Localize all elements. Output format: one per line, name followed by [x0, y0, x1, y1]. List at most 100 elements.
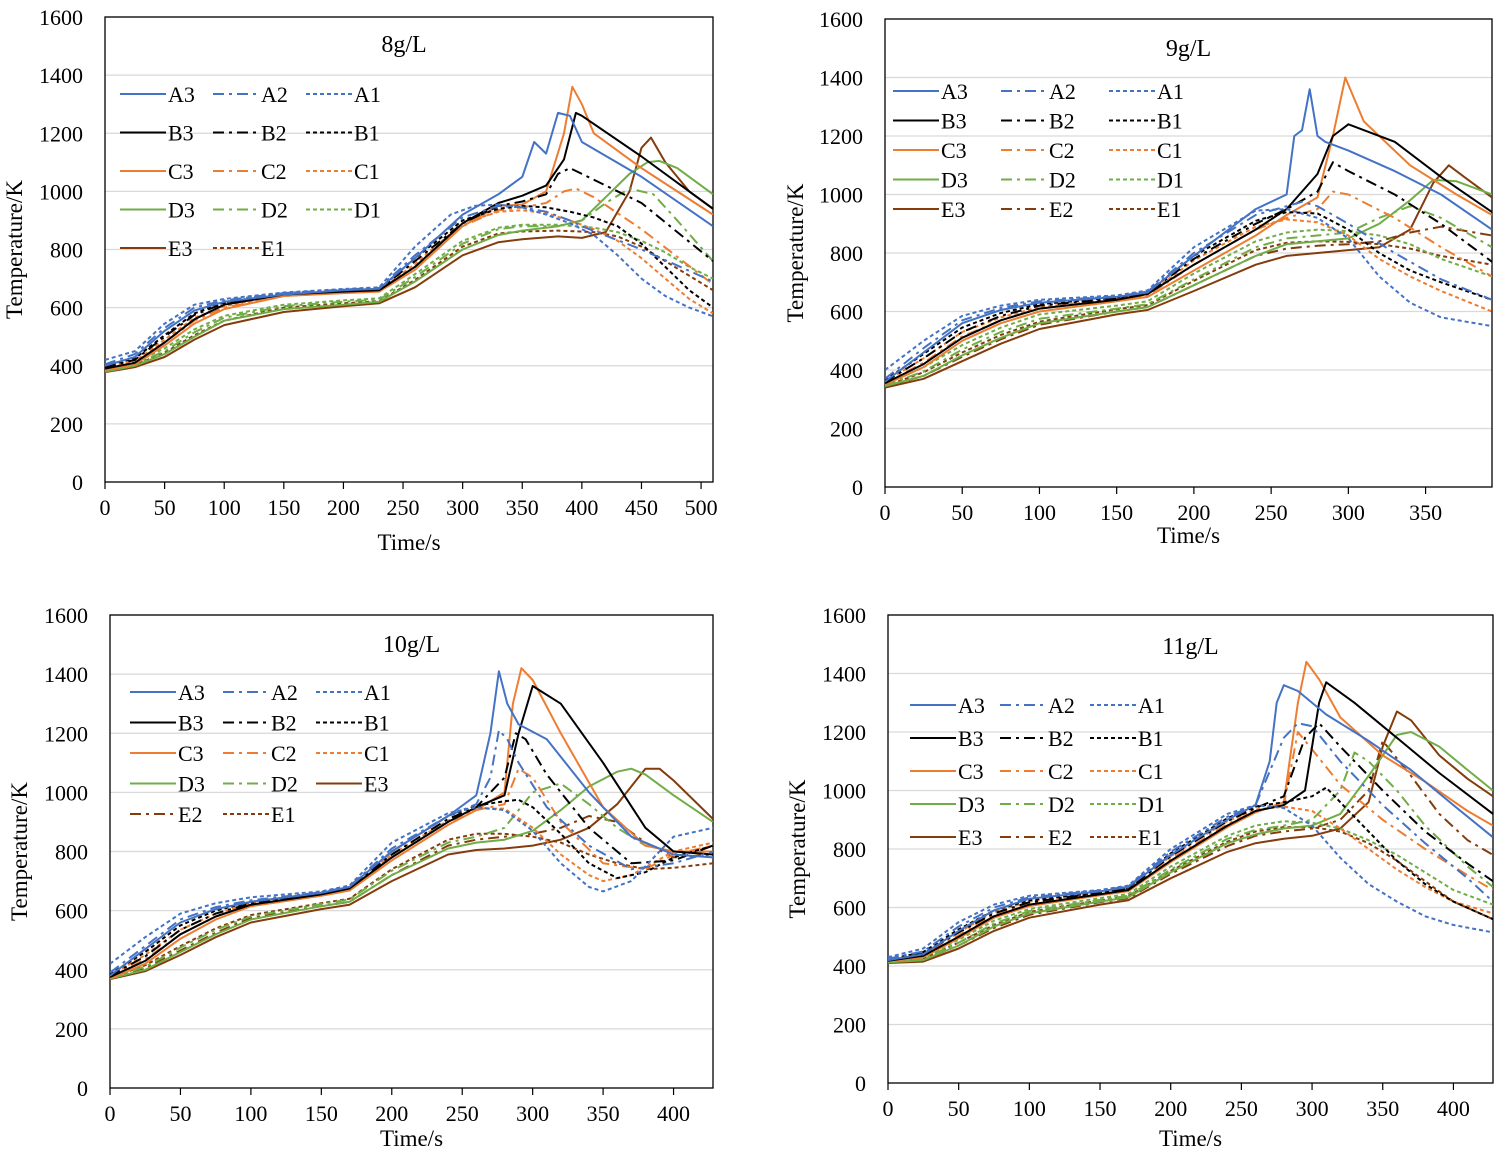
plot-frame [884, 18, 1493, 488]
y-tick-label: 800 [50, 238, 83, 263]
y-axis-title: Temperature/K [2, 180, 27, 319]
x-tick-label: 50 [951, 500, 973, 525]
x-tick-label: 400 [1437, 1096, 1470, 1121]
legend-label-e3: E3 [958, 825, 982, 850]
series-line-a3 [105, 111, 713, 367]
series-line-e1 [105, 229, 713, 372]
legend-label-b3: B3 [958, 726, 984, 751]
chart-3: 0 200 400 600 800 1000 1200 1400 1600 0 50 100 150 20… [7, 603, 714, 1151]
series-line-a2 [885, 200, 1492, 380]
legend-label-c1: C1 [1157, 138, 1183, 163]
x-axis-title: Time/s [1159, 1126, 1222, 1151]
x-tick-label: 0 [880, 500, 891, 525]
x-tick-label: 200 [375, 1101, 408, 1126]
y-tick-label: 600 [50, 296, 83, 321]
y-tick-label: 1000 [39, 179, 83, 204]
legend-label-a2: A2 [1048, 693, 1075, 718]
series-line-a3 [888, 684, 1493, 962]
y-axis-title: Temperature/K [7, 782, 32, 921]
x-tick-label: 250 [387, 495, 420, 520]
legend-label-d3: D3 [958, 792, 985, 817]
series-line-e3 [105, 136, 713, 374]
x-tick-label: 150 [267, 495, 300, 520]
chart-4: 0 200 400 600 800 1000 1200 1400 1600 0 50 100 150 20… [785, 603, 1494, 1151]
series-line-d2 [105, 187, 713, 372]
legend-label-c3: C3 [178, 741, 204, 766]
legend: A3 A2 A1 B3 B2 B1 C3 C2 C1 D3 D2 E3 E2 E1 [130, 680, 391, 827]
y-tick-label: 1400 [819, 66, 863, 91]
legend-label-b3: B3 [178, 711, 204, 736]
legend-label-e2: E2 [178, 802, 202, 827]
legend-label-d3: D3 [168, 198, 195, 223]
legend-label-d1: D1 [354, 198, 381, 223]
legend-label-a3: A3 [941, 79, 968, 104]
series-line-e2 [110, 815, 713, 980]
series-line-d3 [885, 178, 1492, 388]
legend-label-e1: E1 [1138, 825, 1162, 850]
legend-label-b3: B3 [168, 121, 194, 146]
legend-label-c3: C3 [168, 159, 194, 184]
y-tick-label: 1200 [819, 124, 863, 149]
legend-label-d2: D2 [1048, 792, 1075, 817]
series-line-d1 [105, 223, 713, 372]
legend-label-c1: C1 [354, 159, 380, 184]
y-tick-label: 1600 [39, 5, 83, 30]
legend-label-c2: C2 [1049, 138, 1075, 163]
x-tick-label: 100 [234, 1101, 267, 1126]
x-tick-label: 50 [948, 1096, 970, 1121]
series-line-d3 [110, 767, 713, 980]
chart-title: 11g/L [1162, 634, 1218, 660]
x-tick-label: 250 [1225, 1096, 1258, 1121]
y-tick-label: 1600 [44, 603, 88, 628]
legend-label-d2: D2 [261, 198, 288, 223]
series-line-a1 [888, 804, 1493, 959]
chart-2: 0 200 400 600 800 1000 1200 1400 1600 0 50 100 150 20… [783, 7, 1493, 548]
y-tick-label: 1000 [822, 779, 866, 804]
series-line-a3 [110, 670, 713, 977]
legend: A3 A2 A1 B3 B2 B1 C3 C2 C1 D3 D2 D1 E3 E2 E1 [893, 79, 1184, 222]
series-line-e1 [885, 240, 1492, 388]
series-line-c3 [105, 85, 713, 372]
x-tick-label: 400 [565, 495, 598, 520]
y-tick-label: 1000 [44, 780, 88, 805]
x-tick-label: 300 [446, 495, 479, 520]
plot-frame [887, 614, 1494, 1084]
series-line-e1 [888, 826, 1493, 963]
y-tick-label: 1400 [39, 63, 83, 88]
legend-label-a1: A1 [364, 680, 391, 705]
legend-label-b2: B2 [271, 711, 297, 736]
series-line-e2 [885, 225, 1492, 388]
series-line-c2 [885, 190, 1492, 385]
y-tick-label: 400 [55, 958, 88, 983]
series-line-c3 [885, 76, 1492, 386]
series-line-b1 [888, 786, 1493, 961]
x-tick-label: 150 [1100, 500, 1133, 525]
y-tick-label: 1400 [822, 662, 866, 687]
chart-title: 10g/L [383, 632, 440, 658]
legend-label-a3: A3 [168, 82, 195, 107]
y-tick-label: 1400 [44, 662, 88, 687]
legend-label-a1: A1 [1138, 693, 1165, 718]
x-tick-label: 250 [1255, 500, 1288, 525]
series-line-c3 [888, 660, 1493, 963]
series-line-e1 [110, 832, 713, 979]
series-line-e3 [888, 710, 1493, 965]
y-tick-label: 200 [833, 1013, 866, 1038]
series-line-a1 [105, 203, 713, 361]
series-line-b2 [888, 722, 1493, 962]
series-line-b2 [110, 732, 713, 977]
legend-label-b2: B2 [1049, 109, 1075, 134]
x-tick-label: 0 [105, 1101, 116, 1126]
legend-label-e2: E2 [1048, 825, 1072, 850]
series-line-c1 [105, 209, 713, 369]
y-tick-label: 200 [830, 417, 863, 442]
y-tick-label: 0 [72, 470, 83, 495]
series-group [885, 76, 1492, 389]
legend-label-b2: B2 [1048, 726, 1074, 751]
x-tick-label: 200 [327, 495, 360, 520]
series-line-a2 [110, 729, 713, 974]
series-line-b1 [110, 798, 713, 976]
series-line-a2 [105, 204, 713, 366]
legend-label-c1: C1 [364, 741, 390, 766]
legend-label-b1: B1 [364, 711, 390, 736]
